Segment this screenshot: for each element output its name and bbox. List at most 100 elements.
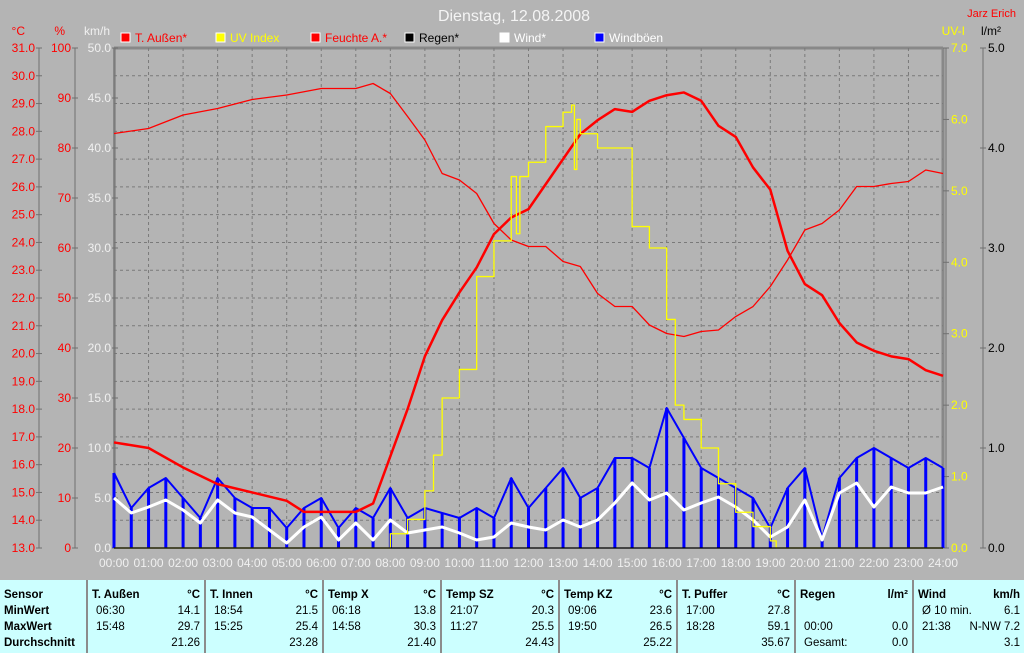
table-row: 23.28 <box>210 635 318 651</box>
y-tick-label-humidity: 60 <box>58 241 72 255</box>
y-tick-label-uv: 1.0 <box>951 470 968 484</box>
series-feuchte-a <box>113 82 944 338</box>
column-unit: °C <box>777 589 790 601</box>
row-label: Durchschnitt <box>4 637 75 649</box>
axis-unit-temp: °C <box>12 24 26 38</box>
table-header-row: T. Außen °C <box>92 587 200 603</box>
x-tick-label: 13:00 <box>548 556 578 570</box>
legend-label: UV Index <box>230 31 279 45</box>
table-row: 21:38 N-NW 7.2 <box>918 619 1020 635</box>
y-tick-label-rain: 0.0 <box>988 541 1005 555</box>
table-column-sensor: Sensor MinWert MaxWert Durchschnitt <box>0 580 88 653</box>
cell-time <box>682 635 686 651</box>
column-unit: °C <box>659 589 672 601</box>
column-unit: km/h <box>993 589 1020 601</box>
cell-time: 17:00 <box>686 605 715 617</box>
y-tick-label-rain: 2.0 <box>988 341 1005 355</box>
x-tick-label: 16:00 <box>652 556 682 570</box>
y-tick-label-uv: 4.0 <box>951 255 968 269</box>
table-header-row: T. Puffer °C <box>682 587 790 603</box>
x-tick-label: 15:00 <box>617 556 647 570</box>
cell-time: Gesamt: <box>804 637 848 649</box>
y-tick-label-humidity: 80 <box>58 141 72 155</box>
y-tick-label-temp: 26.0 <box>12 180 36 194</box>
y-tick-label-temp: 24.0 <box>12 235 36 249</box>
y-tick-label-temp: 15.0 <box>12 485 36 499</box>
cell-time: 18:54 <box>214 605 243 617</box>
cell-time: 21:38 <box>922 621 951 633</box>
column-unit: °C <box>187 589 200 601</box>
y-tick-label-temp: 30.0 <box>12 69 36 83</box>
table-column: Temp SZ °C 21:07 20.3 11:27 25.5 24.43 <box>442 580 560 653</box>
table-column: Wind km/h Ø 10 min. 6.1 21:38 N-NW 7.2 3.1 <box>914 580 1024 653</box>
cell-value: 25.5 <box>531 621 554 633</box>
y-tick-label-uv: 5.0 <box>951 184 968 198</box>
y-tick-label-humidity: 0 <box>64 541 71 555</box>
table-row: 18:28 59.1 <box>682 619 790 635</box>
x-tick-label: 10:00 <box>444 556 474 570</box>
table-header-row: Wind km/h <box>918 587 1020 603</box>
x-tick-label: 20:00 <box>790 556 820 570</box>
y-tick-label-wind: 5.0 <box>94 491 111 505</box>
row-label: MinWert <box>4 605 50 617</box>
cell-time: 15:48 <box>96 621 125 633</box>
table-header-row: Temp SZ °C <box>446 587 554 603</box>
legend-label: Feuchte A.* <box>325 31 387 45</box>
cell-value: N-NW 7.2 <box>969 621 1020 633</box>
cell-value: 26.5 <box>649 621 672 633</box>
table-column: T. Außen °C 06:30 14.1 15:48 29.7 21.26 <box>88 580 206 653</box>
row-label: MaxWert <box>4 621 52 633</box>
y-tick-label-temp: 25.0 <box>12 208 36 222</box>
y-tick-label-wind: 45.0 <box>88 91 112 105</box>
y-tick-label-uv: 3.0 <box>951 327 968 341</box>
x-tick-label: 07:00 <box>341 556 371 570</box>
cell-time <box>92 635 96 651</box>
legend-label: Regen* <box>419 31 459 45</box>
table-row: Ø 10 min. 6.1 <box>918 603 1020 619</box>
chart-title: Dienstag, 12.08.2008 <box>438 8 590 25</box>
cell-time: 09:06 <box>568 605 597 617</box>
table-row: 18:54 21.5 <box>210 603 318 619</box>
table-row: 25.22 <box>564 635 672 651</box>
column-header: T. Außen <box>92 589 140 601</box>
y-tick-label-uv: 2.0 <box>951 398 968 412</box>
column-header: Temp X <box>328 589 369 601</box>
legend-swatch <box>594 32 605 43</box>
y-tick-label-rain: 4.0 <box>988 141 1005 155</box>
column-header: Regen <box>800 589 836 601</box>
column-unit: l/m² <box>887 589 908 601</box>
cell-time: 00:00 <box>804 621 833 633</box>
weather-chart: Dienstag, 12.08.2008 Jarz Erich T. Außen… <box>12 8 1016 570</box>
axis-unit-wind: km/h <box>84 24 110 38</box>
cell-value: 6.1 <box>1004 605 1020 617</box>
column-header: Wind <box>918 589 946 601</box>
x-tick-label: 21:00 <box>824 556 854 570</box>
cell-time: 06:18 <box>332 605 361 617</box>
y-tick-label-uv: 6.0 <box>951 112 968 126</box>
column-unit: °C <box>541 589 554 601</box>
cell-value: 3.1 <box>1004 637 1020 649</box>
table-row: 14:58 30.3 <box>328 619 436 635</box>
table-row: 06:18 13.8 <box>328 603 436 619</box>
cell-time <box>800 603 804 619</box>
y-tick-label-temp: 14.0 <box>12 513 36 527</box>
y-tick-label-temp: 28.0 <box>12 124 36 138</box>
legend-swatch <box>120 32 131 43</box>
cell-time <box>918 635 922 651</box>
y-tick-label-temp: 18.0 <box>12 402 36 416</box>
y-tick-label-temp: 16.0 <box>12 458 36 472</box>
table-header-row: Sensor <box>4 587 82 603</box>
cell-time <box>564 635 568 651</box>
table-row: 21.26 <box>92 635 200 651</box>
cell-time: 11:27 <box>450 621 478 633</box>
y-tick-label-wind: 35.0 <box>88 191 112 205</box>
y-tick-label-humidity: 30 <box>58 391 72 405</box>
y-tick-label-temp: 21.0 <box>12 319 36 333</box>
x-tick-label: 24:00 <box>928 556 958 570</box>
cell-value: 27.8 <box>767 605 790 617</box>
y-tick-label-humidity: 70 <box>58 191 72 205</box>
y-tick-label-wind: 25.0 <box>88 291 112 305</box>
y-tick-label-temp: 22.0 <box>12 291 36 305</box>
y-tick-label-temp: 13.0 <box>12 541 36 555</box>
x-tick-label: 18:00 <box>721 556 751 570</box>
